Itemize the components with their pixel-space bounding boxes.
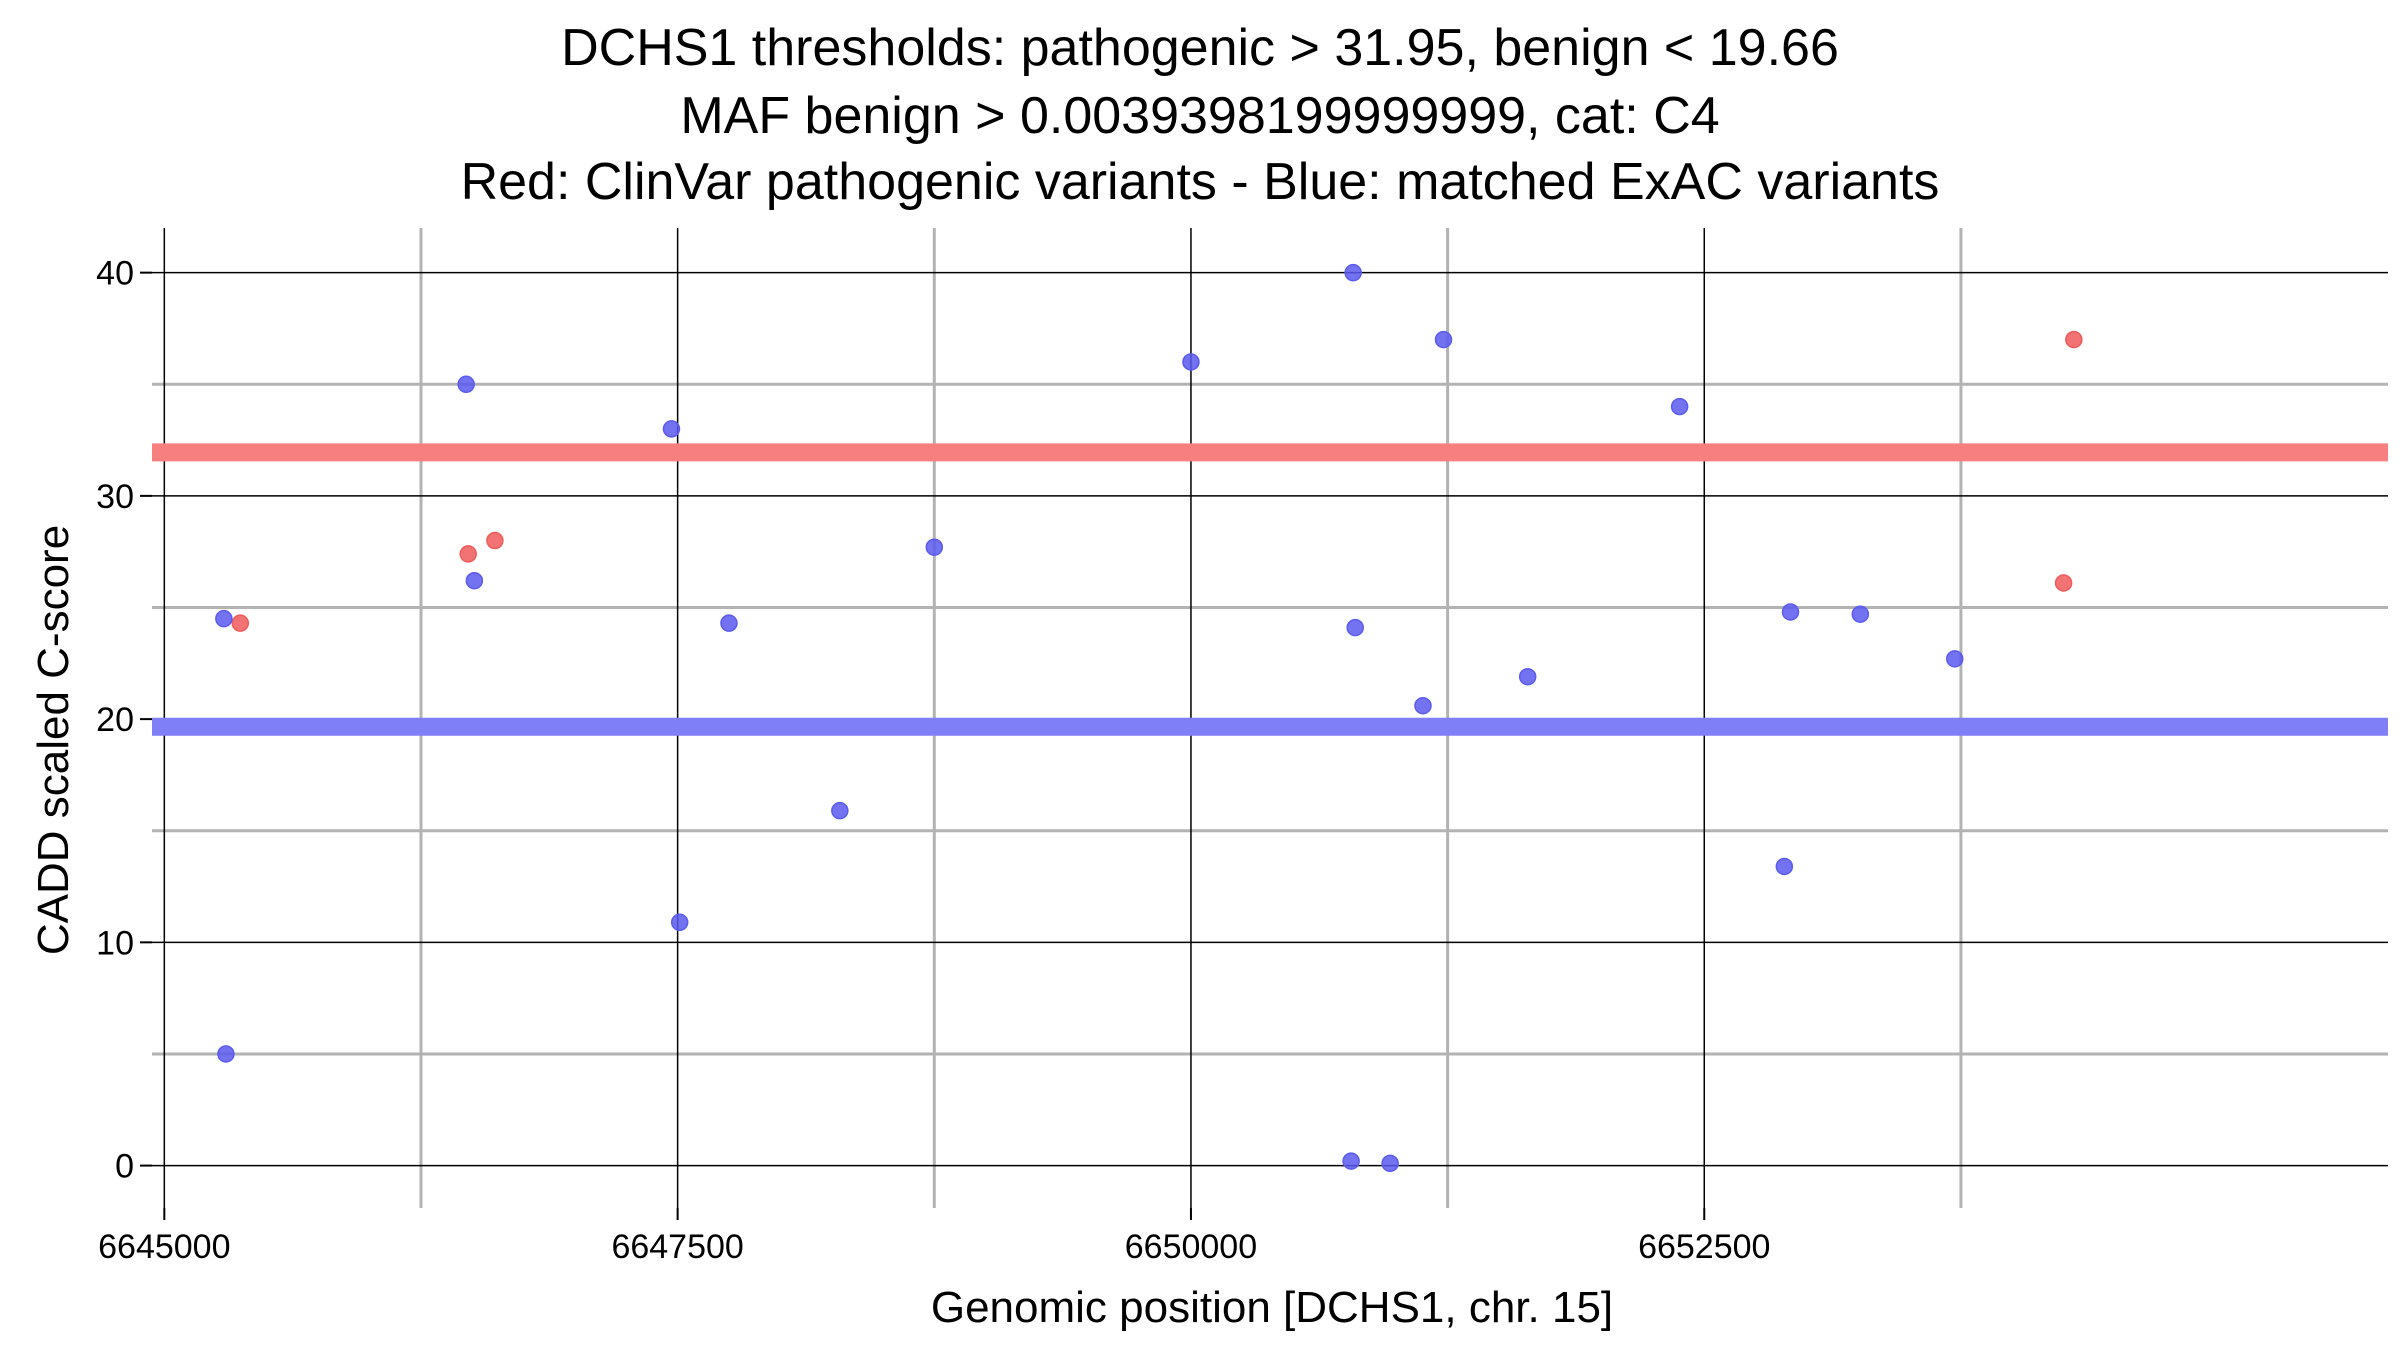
chart-title-line-1: DCHS1 thresholds: pathogenic > 31.95, be…	[561, 19, 1839, 77]
exac-point	[465, 571, 484, 590]
clinvar-point	[459, 545, 477, 563]
exac-point	[720, 614, 738, 632]
clinvar-point	[2065, 330, 2083, 349]
exac-point	[1775, 857, 1794, 876]
exac-point	[1346, 618, 1364, 637]
y-tick-label: 20	[96, 701, 134, 739]
x-tick-label: 6650000	[1125, 1228, 1257, 1266]
x-tick-label: 6652500	[1638, 1228, 1770, 1266]
clinvar-point	[231, 614, 250, 632]
exac-point	[1946, 650, 1964, 668]
chart-title-line-2: MAF benign > 0.0039398199999999, cat: C4	[680, 87, 1720, 145]
exac-point	[1434, 330, 1453, 349]
exac-point	[217, 1045, 235, 1063]
exac-point	[1670, 397, 1689, 416]
exac-point	[457, 375, 475, 394]
exac-point	[1851, 605, 1870, 623]
clinvar-point	[2054, 574, 2073, 592]
exac-point	[1182, 353, 1200, 371]
exac-point	[1414, 696, 1432, 715]
y-axis-label: CADD scaled C-score	[29, 525, 78, 955]
y-tick-label: 0	[115, 1148, 134, 1186]
clinvar-point	[486, 531, 504, 550]
exac-point	[1518, 667, 1537, 686]
exac-point	[670, 913, 689, 932]
exac-point	[1344, 263, 1362, 282]
exac-point	[1781, 603, 1800, 621]
exac-point	[831, 801, 849, 820]
exac-point	[925, 538, 944, 556]
x-tick-label: 6647500	[611, 1228, 743, 1266]
chart-title-line-3: Red: ClinVar pathogenic variants - Blue:…	[460, 153, 1940, 211]
exac-point	[215, 609, 233, 628]
y-tick-label: 30	[96, 478, 134, 516]
exac-point	[1342, 1152, 1360, 1170]
x-axis-label: Genomic position [DCHS1, chr. 15]	[931, 1283, 1613, 1332]
y-tick-label: 10	[96, 924, 134, 962]
x-tick-label: 6645000	[98, 1228, 230, 1266]
y-tick-label: 40	[96, 255, 134, 293]
exac-point	[1381, 1154, 1399, 1173]
exac-point	[662, 420, 681, 438]
